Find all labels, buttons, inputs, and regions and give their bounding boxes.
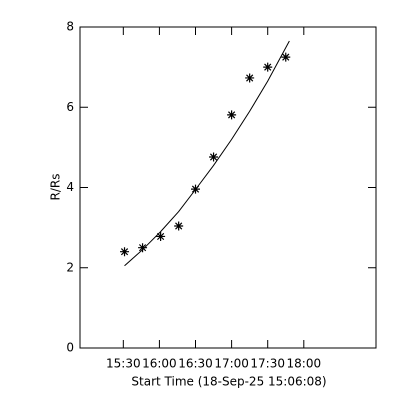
y-axis-label: R/Rs (49, 174, 63, 201)
data-point (209, 152, 219, 162)
fit-curve (124, 40, 290, 267)
x-tick-label: 15:30 (106, 357, 141, 371)
data-point (227, 110, 237, 120)
x-tick-label: 17:30 (250, 357, 285, 371)
data-point (245, 73, 255, 83)
x-tick-label: 17:00 (214, 357, 249, 371)
plot-frame (79, 26, 377, 349)
data-point (120, 247, 130, 257)
y-tick-label: 6 (66, 100, 74, 114)
x-tick-label: 16:30 (178, 357, 213, 371)
y-tick-label: 4 (66, 180, 74, 194)
data-point (263, 62, 273, 72)
x-axis-label: Start Time (18-Sep-25 15:06:08) (131, 375, 326, 389)
data-point (138, 243, 148, 253)
y-tick-label: 2 (66, 260, 74, 274)
data-point (156, 231, 166, 241)
x-tick-label: 16:00 (142, 357, 177, 371)
x-tick-label: 18:00 (287, 357, 322, 371)
data-point (281, 52, 291, 62)
y-tick-label: 8 (66, 20, 74, 34)
data-point (174, 221, 184, 231)
y-tick-label: 0 (66, 341, 74, 355)
